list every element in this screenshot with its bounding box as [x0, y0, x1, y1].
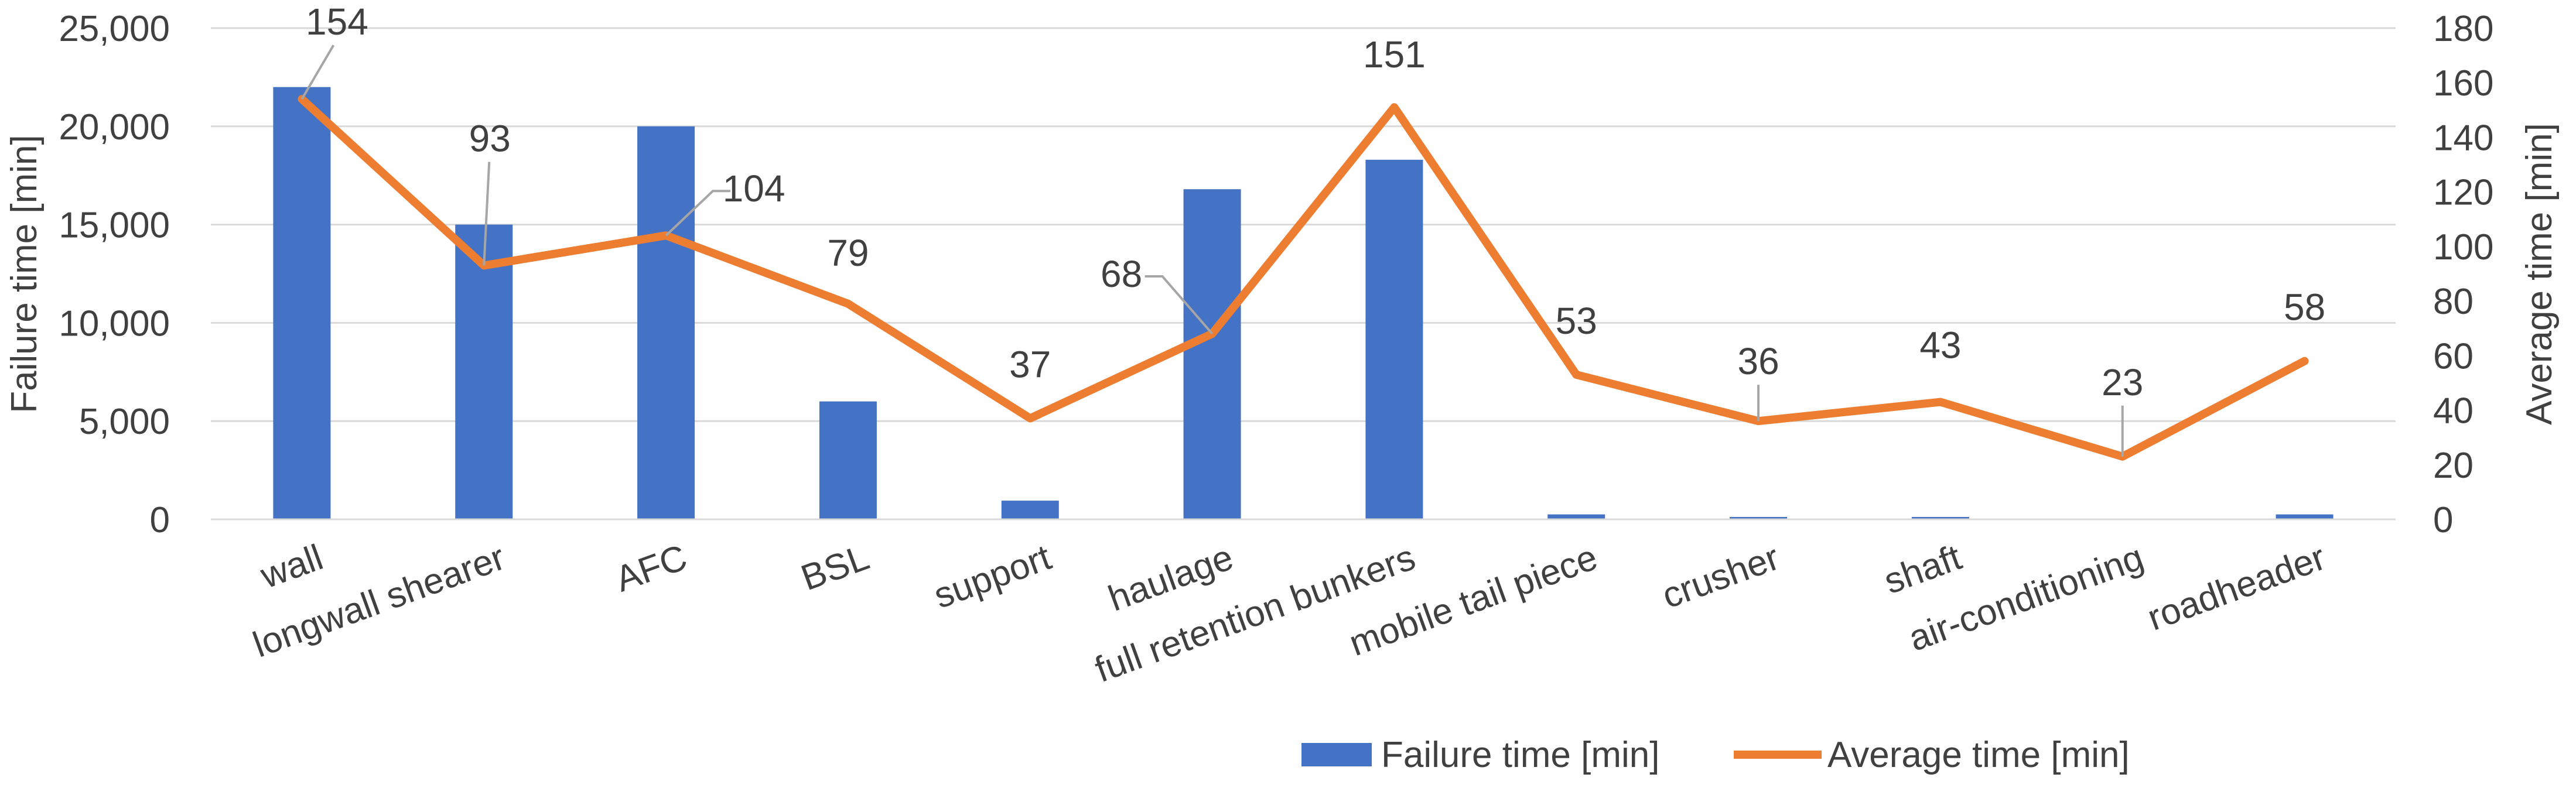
data-label-full-retention-bunkers: 151 [1363, 33, 1426, 76]
right-tick-label-4: 80 [2433, 282, 2473, 322]
data-label-bsl: 79 [827, 232, 869, 274]
x-tick-label-wall: wall [255, 537, 328, 597]
bar-afc [637, 126, 695, 520]
right-tick-label-9: 180 [2433, 9, 2493, 49]
x-tick-label-roadheader: roadheader [2143, 537, 2331, 638]
x-tick-label-shaft: shaft [1879, 537, 1967, 602]
bar-shaft [1911, 516, 1969, 519]
line-point-shaft [1939, 401, 1941, 403]
data-label-shaft: 43 [1919, 324, 1961, 367]
right-axis-title: Average time [min] [2519, 123, 2560, 425]
leader-line-longwall-shearer [483, 162, 491, 266]
line-point-bsl [847, 303, 849, 304]
bar-series [273, 87, 2334, 520]
bar-crusher [1730, 516, 1788, 519]
bar-roadheader [2276, 514, 2334, 519]
x-tick-label-support: support [929, 537, 1057, 617]
line-point-roadheader [2304, 360, 2305, 362]
legend-label-bar: Failure time [min] [1381, 735, 1659, 775]
right-tick-label-7: 140 [2433, 118, 2493, 158]
leader-line-wall [300, 44, 335, 100]
left-tick-label-5: 25,000 [59, 9, 170, 49]
legend-label-line: Average time [min] [1827, 735, 2130, 775]
data-label-crusher: 36 [1737, 340, 1779, 382]
bar-mobile-tail-piece [1547, 514, 1605, 519]
left-axis: 0 5,000 10,000 15,000 20,000 25,000 [59, 9, 170, 540]
right-tick-label-1: 20 [2433, 446, 2473, 486]
x-tick-label-bsl: BSL [796, 537, 874, 598]
legend-swatch-bar [1301, 743, 1372, 766]
right-tick-label-3: 60 [2433, 336, 2473, 376]
left-axis-title: Failure time [min] [4, 135, 45, 413]
left-tick-label-4: 20,000 [59, 107, 170, 148]
data-label-mobile-tail-piece: 53 [1556, 300, 1597, 342]
bar-longwall-shearer [455, 224, 513, 519]
right-tick-label-5: 100 [2433, 227, 2493, 268]
average-time-line [298, 95, 2309, 461]
left-tick-label-2: 10,000 [59, 303, 170, 344]
left-tick-label-1: 5,000 [79, 402, 170, 442]
right-tick-label-2: 40 [2433, 391, 2473, 431]
left-tick-label-0: 0 [150, 500, 170, 540]
data-label-wall: 154 [306, 1, 368, 43]
leader-line-afc [665, 190, 731, 237]
data-labels: 154 93 104 79 37 68 151 53 36 43 23 58 [306, 1, 2325, 403]
right-tick-label-0: 0 [2433, 500, 2453, 540]
bar-support [1001, 501, 1059, 519]
right-axis: 0 20 40 60 80 100 120 140 160 180 [2433, 9, 2493, 540]
line-point-support [1029, 417, 1031, 419]
leader-line-haulage [1144, 275, 1214, 335]
bar-full-retention-bunkers [1365, 159, 1423, 519]
line-point-mobile-tail-piece [1576, 374, 1577, 375]
legend: Failure time [min] Average time [min] [1301, 735, 2130, 775]
data-label-longwall-shearer: 93 [469, 118, 511, 160]
data-label-roadheader: 58 [2284, 286, 2325, 328]
bar-wall [273, 87, 331, 519]
right-tick-label-6: 120 [2433, 173, 2493, 213]
leader-lines [300, 44, 2124, 457]
gridlines [211, 27, 2396, 520]
left-tick-label-3: 15,000 [59, 206, 170, 246]
data-label-air-conditioning: 23 [2102, 361, 2143, 403]
line-series [298, 95, 2309, 461]
x-tick-label-crusher: crusher [1657, 537, 1785, 617]
bar-haulage [1183, 189, 1241, 519]
bar-bsl [819, 401, 877, 519]
data-label-haulage: 68 [1101, 253, 1142, 295]
right-tick-label-8: 160 [2433, 63, 2493, 104]
data-label-support: 37 [1009, 344, 1051, 386]
x-tick-label-afc: AFC [610, 537, 692, 600]
line-point-full-retention-bunkers [1393, 107, 1395, 108]
x-tick-label-full-retention-bunkers: full retention bunkers [1090, 537, 1420, 690]
data-label-afc: 104 [723, 167, 785, 210]
